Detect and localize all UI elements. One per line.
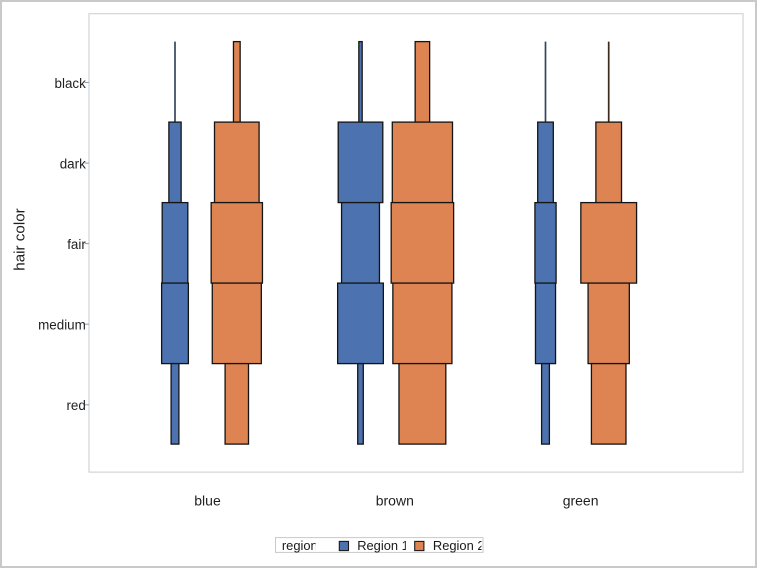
svg-text:Region 1: Region 1 xyxy=(357,538,409,553)
svg-text:brown: brown xyxy=(376,493,414,509)
svg-text:green: green xyxy=(563,493,599,509)
svg-text:region: region xyxy=(282,538,318,553)
svg-text:dark: dark xyxy=(60,157,86,172)
svg-text:hair color: hair color xyxy=(12,208,29,270)
svg-text:Region 2: Region 2 xyxy=(433,538,485,553)
svg-text:red: red xyxy=(66,398,85,413)
svg-text:black: black xyxy=(55,76,87,91)
svg-text:medium: medium xyxy=(38,318,86,333)
svg-text:fair: fair xyxy=(67,237,86,252)
svg-text:blue: blue xyxy=(194,493,221,509)
